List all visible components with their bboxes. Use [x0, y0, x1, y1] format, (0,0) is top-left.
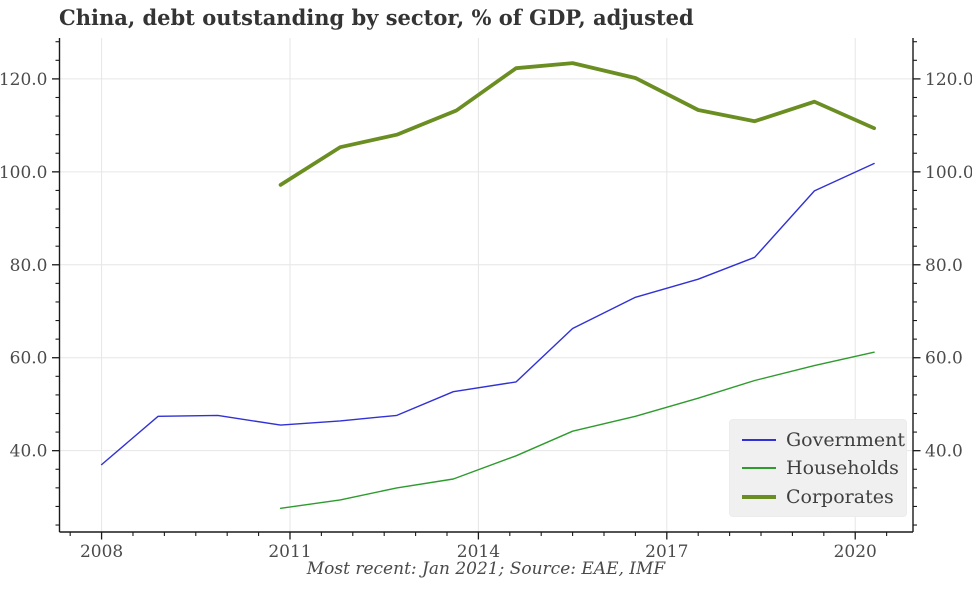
y-tick-label-left: 80.0 [10, 256, 48, 276]
series-line-corporates [278, 61, 876, 187]
x-tick-label: 2020 [834, 542, 877, 562]
legend-label: Government [786, 428, 906, 451]
chart-title: China, debt outstanding by sector, % of … [59, 5, 694, 30]
legend-line-swatch [742, 467, 776, 469]
y-tick-label-right: 120.0 [925, 70, 972, 90]
y-tick-label-left: 60.0 [10, 349, 48, 369]
legend: Government Households Corporates [729, 419, 907, 517]
legend-item-corporates: Corporates [742, 486, 906, 508]
y-tick-label-right: 80.0 [925, 256, 963, 276]
legend-label: Corporates [786, 485, 894, 508]
series-line-government [100, 162, 875, 466]
x-tick-label: 2011 [268, 542, 311, 562]
y-tick-label-left: 40.0 [10, 442, 48, 462]
series-line-households [279, 351, 875, 509]
legend-item-government: Government [742, 429, 906, 451]
y-tick-label-left: 120.0 [0, 70, 48, 90]
legend-label: Households [786, 457, 899, 479]
y-tick-label-right: 100.0 [925, 163, 972, 183]
source-note: Most recent: Jan 2021; Source: EAE, IMF [306, 559, 666, 579]
x-tick-label: 2008 [80, 542, 123, 562]
legend-item-households: Households [742, 457, 906, 479]
x-tick-label: 2017 [645, 542, 688, 562]
x-tick-label: 2014 [457, 542, 500, 562]
y-tick-label-right: 60.0 [925, 349, 963, 369]
legend-line-swatch [742, 494, 776, 499]
y-tick-label-right: 40.0 [925, 442, 963, 462]
legend-line-swatch [742, 438, 776, 441]
y-tick-label-left: 100.0 [0, 163, 48, 183]
